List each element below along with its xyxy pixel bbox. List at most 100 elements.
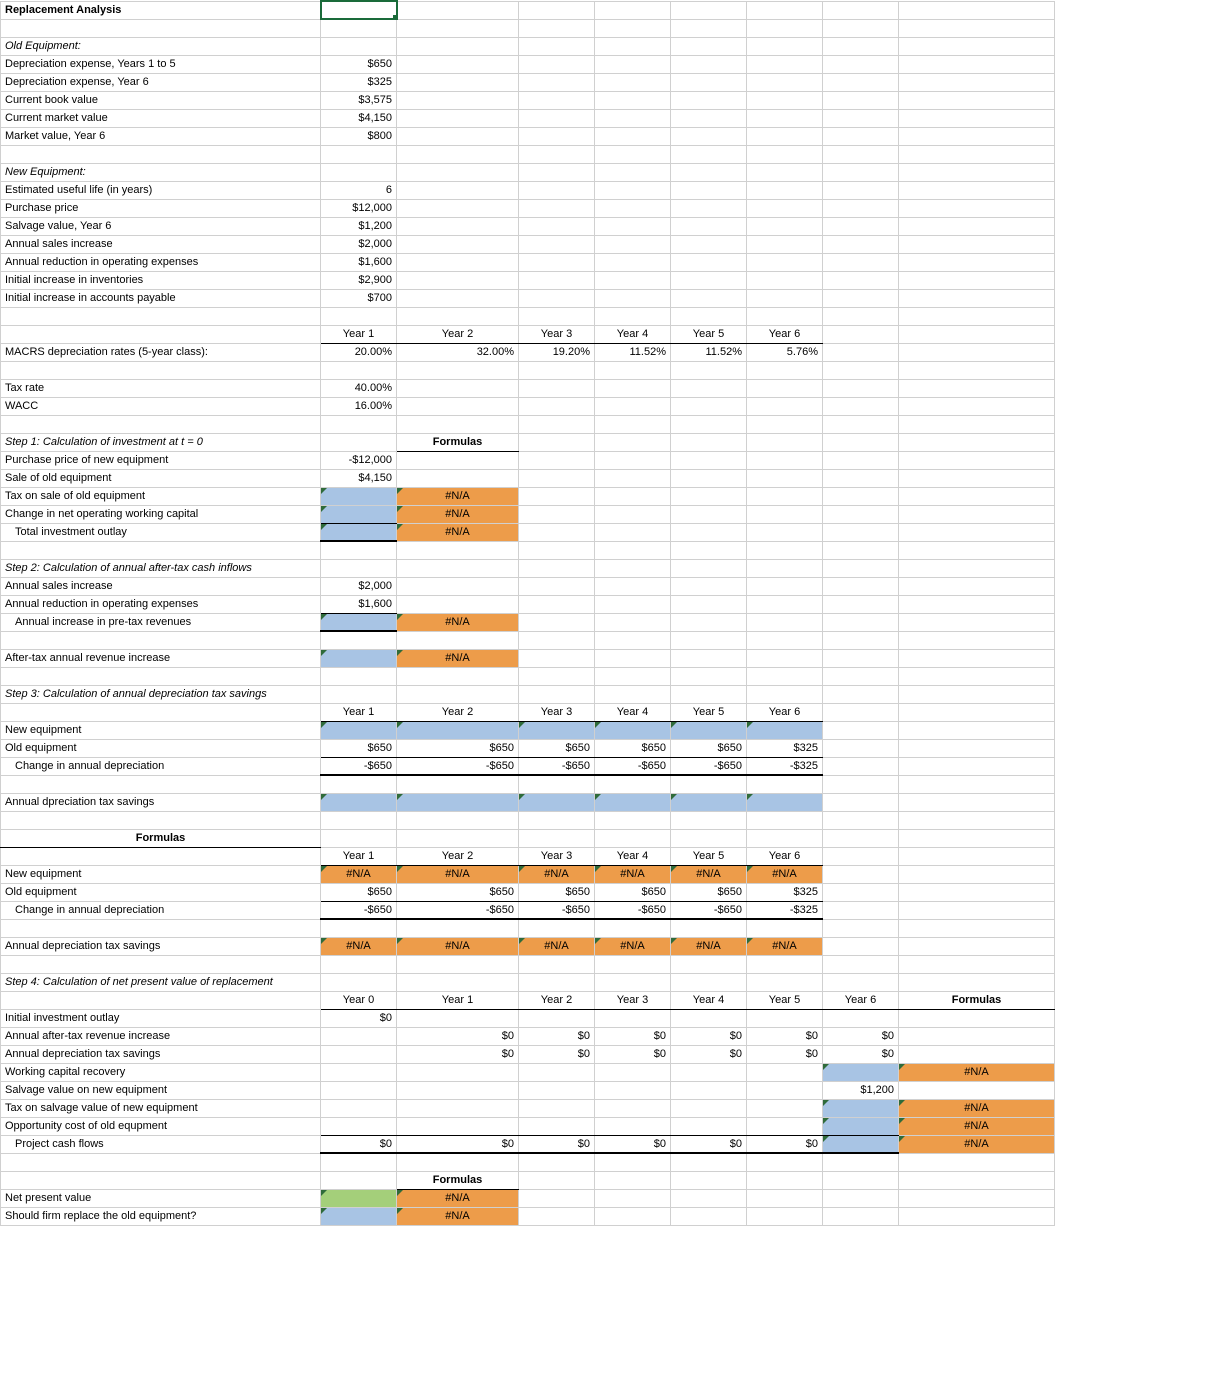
value[interactable]: -$650 [595, 901, 671, 919]
value[interactable]: $0 [397, 1045, 519, 1063]
formula-cell[interactable]: #N/A [397, 505, 519, 523]
input-cell[interactable] [671, 793, 747, 811]
input-cell[interactable] [823, 1099, 899, 1117]
input-cell[interactable] [321, 505, 397, 523]
value[interactable]: -$650 [595, 757, 671, 775]
value[interactable]: $700 [321, 289, 397, 307]
value[interactable]: 32.00% [397, 343, 519, 361]
input-cell[interactable] [823, 1063, 899, 1081]
input-cell[interactable] [823, 1135, 899, 1153]
formula-cell[interactable]: #N/A [671, 865, 747, 883]
input-cell[interactable] [519, 793, 595, 811]
formula-cell[interactable]: #N/A [397, 1189, 519, 1207]
value[interactable]: $0 [747, 1027, 823, 1045]
value[interactable]: $12,000 [321, 199, 397, 217]
formula-cell[interactable]: #N/A [595, 865, 671, 883]
spreadsheet-table[interactable]: Replacement Analysis Old Equipment: Depr… [0, 0, 1055, 1226]
value[interactable]: $0 [595, 1027, 671, 1045]
value[interactable]: -$650 [519, 757, 595, 775]
formula-cell[interactable]: #N/A [899, 1117, 1055, 1135]
value[interactable]: $0 [671, 1135, 747, 1153]
formula-cell[interactable]: #N/A [397, 487, 519, 505]
input-cell[interactable] [747, 721, 823, 739]
input-cell[interactable] [595, 793, 671, 811]
result-cell[interactable] [321, 1189, 397, 1207]
input-cell[interactable] [595, 721, 671, 739]
value[interactable]: $0 [397, 1135, 519, 1153]
value[interactable]: $650 [595, 739, 671, 757]
input-cell[interactable] [321, 523, 397, 541]
value[interactable]: 6 [321, 181, 397, 199]
value[interactable]: -$650 [321, 757, 397, 775]
value[interactable]: $650 [321, 883, 397, 901]
selected-cell[interactable] [321, 1, 397, 19]
input-cell[interactable] [321, 487, 397, 505]
formula-cell[interactable]: #N/A [519, 937, 595, 955]
input-cell[interactable] [747, 793, 823, 811]
value[interactable]: $650 [321, 739, 397, 757]
input-cell[interactable] [823, 1117, 899, 1135]
value[interactable]: -$325 [747, 901, 823, 919]
value[interactable]: 19.20% [519, 343, 595, 361]
value[interactable]: $0 [671, 1027, 747, 1045]
value[interactable]: $650 [397, 883, 519, 901]
formula-cell[interactable]: #N/A [397, 1207, 519, 1225]
value[interactable]: $0 [519, 1135, 595, 1153]
value[interactable]: 20.00% [321, 343, 397, 361]
value[interactable]: -$650 [519, 901, 595, 919]
value[interactable]: $4,150 [321, 109, 397, 127]
value[interactable]: $325 [747, 883, 823, 901]
input-cell[interactable] [397, 721, 519, 739]
value[interactable]: $325 [321, 73, 397, 91]
value[interactable]: 40.00% [321, 379, 397, 397]
value[interactable]: $0 [823, 1045, 899, 1063]
value[interactable]: $650 [519, 883, 595, 901]
value[interactable]: 11.52% [595, 343, 671, 361]
value[interactable]: 16.00% [321, 397, 397, 415]
input-cell[interactable] [321, 1207, 397, 1225]
formula-cell[interactable]: #N/A [595, 937, 671, 955]
formula-cell[interactable]: #N/A [397, 865, 519, 883]
value[interactable]: 11.52% [671, 343, 747, 361]
value[interactable]: $650 [519, 739, 595, 757]
formula-cell[interactable]: #N/A [321, 865, 397, 883]
formula-cell[interactable]: #N/A [397, 649, 519, 667]
formula-cell[interactable]: #N/A [397, 937, 519, 955]
formula-cell[interactable]: #N/A [397, 523, 519, 541]
value[interactable]: -$12,000 [321, 451, 397, 469]
formula-cell[interactable]: #N/A [747, 865, 823, 883]
value[interactable]: $800 [321, 127, 397, 145]
value[interactable]: $650 [671, 739, 747, 757]
formula-cell[interactable]: #N/A [899, 1099, 1055, 1117]
value[interactable]: $0 [671, 1045, 747, 1063]
value[interactable]: $1,600 [321, 253, 397, 271]
value[interactable]: $650 [397, 739, 519, 757]
formula-cell[interactable]: #N/A [519, 865, 595, 883]
value[interactable]: $0 [519, 1045, 595, 1063]
formula-cell[interactable]: #N/A [899, 1063, 1055, 1081]
value[interactable]: $0 [747, 1045, 823, 1063]
value[interactable]: $1,600 [321, 595, 397, 613]
value[interactable]: $0 [747, 1135, 823, 1153]
value[interactable]: $650 [321, 55, 397, 73]
value[interactable]: 5.76% [747, 343, 823, 361]
value[interactable]: $0 [321, 1009, 397, 1027]
formula-cell[interactable]: #N/A [671, 937, 747, 955]
value[interactable]: $2,000 [321, 577, 397, 595]
value[interactable]: -$650 [671, 757, 747, 775]
input-cell[interactable] [321, 613, 397, 631]
value[interactable]: -$325 [747, 757, 823, 775]
value[interactable]: $4,150 [321, 469, 397, 487]
value[interactable]: $2,000 [321, 235, 397, 253]
value[interactable]: $3,575 [321, 91, 397, 109]
value[interactable]: $0 [595, 1135, 671, 1153]
input-cell[interactable] [321, 649, 397, 667]
value[interactable]: -$650 [397, 901, 519, 919]
value[interactable]: -$650 [397, 757, 519, 775]
value[interactable]: $0 [823, 1027, 899, 1045]
formula-cell[interactable]: #N/A [747, 937, 823, 955]
value[interactable]: $0 [321, 1135, 397, 1153]
input-cell[interactable] [519, 721, 595, 739]
input-cell[interactable] [671, 721, 747, 739]
value[interactable]: $1,200 [823, 1081, 899, 1099]
